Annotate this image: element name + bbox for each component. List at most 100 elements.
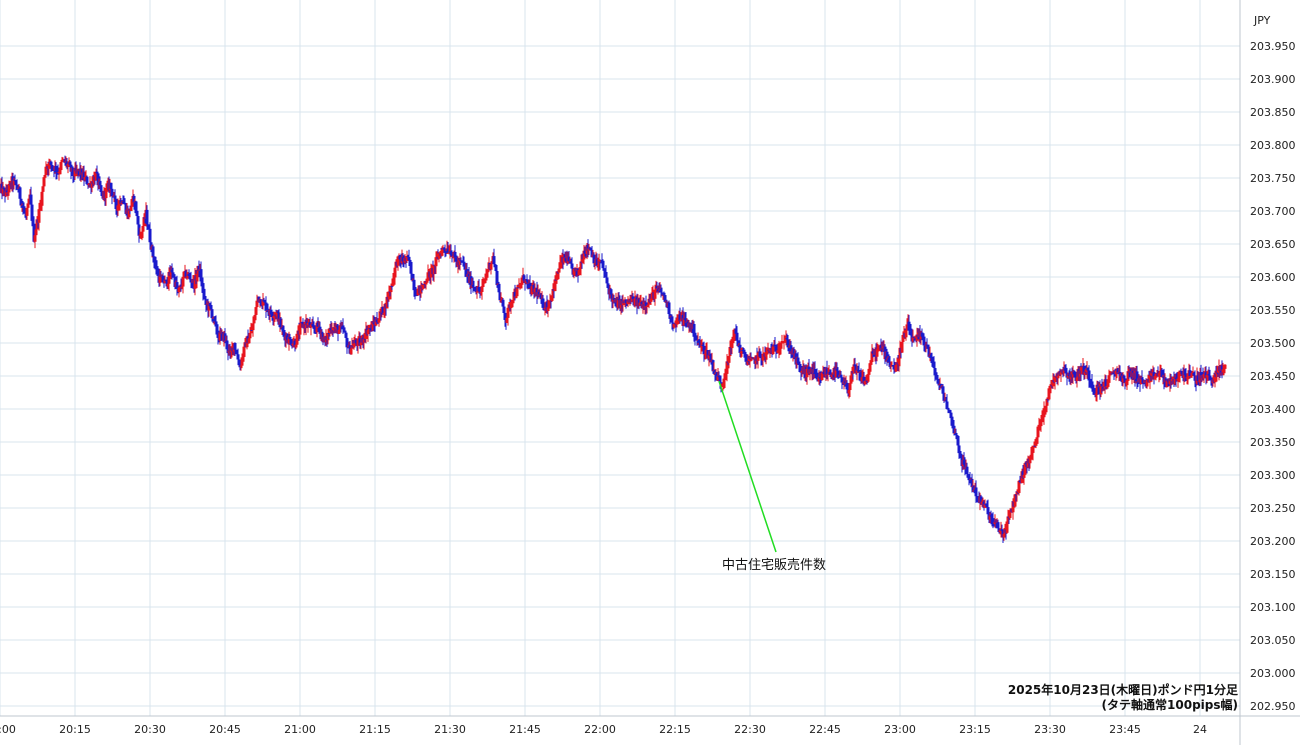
candle [413, 283, 417, 300]
x-tick-label: 21:00 [284, 723, 316, 736]
candle-body [887, 357, 891, 363]
candle-body [326, 332, 330, 341]
candle-body [497, 283, 501, 293]
candle [650, 287, 654, 300]
candle-body [597, 261, 601, 266]
candle-body [63, 159, 67, 163]
candle-body [997, 528, 1001, 532]
candle [1087, 365, 1091, 388]
candle-body [797, 363, 801, 365]
candle-body [814, 373, 818, 376]
candle [182, 275, 186, 284]
candle [1135, 365, 1139, 389]
candle-body [587, 248, 591, 251]
candle [1056, 374, 1060, 386]
candle-body [694, 338, 698, 340]
candle-body [372, 322, 376, 325]
candle [936, 375, 940, 386]
candle-body [29, 194, 33, 205]
candle [546, 299, 550, 318]
candle [735, 326, 739, 343]
candle-body [907, 321, 911, 331]
candle [270, 310, 274, 321]
candle [825, 360, 829, 380]
candle [905, 318, 909, 337]
candle [316, 317, 320, 332]
candle [789, 340, 793, 359]
candle [655, 281, 659, 293]
candle-body [276, 311, 280, 313]
candle-body [679, 319, 683, 321]
candle [530, 282, 534, 296]
candle-body [582, 250, 586, 260]
candle-body [345, 337, 349, 348]
candle [65, 157, 69, 170]
candle-body [257, 296, 261, 302]
candle-body [1056, 376, 1060, 378]
x-tick-label: 23:30 [1034, 723, 1066, 736]
candle-body [600, 259, 604, 264]
candle-body [888, 362, 892, 367]
candle-body [458, 260, 462, 265]
candle [758, 348, 762, 359]
candle [1220, 360, 1224, 379]
candle-body [117, 205, 121, 207]
candle-body [1126, 371, 1130, 381]
candle-body [415, 295, 419, 297]
candle-body [5, 190, 9, 193]
candle-body [1174, 377, 1178, 380]
candle [820, 371, 824, 381]
candle-body [555, 271, 559, 280]
y-tick-label: 203.900 [1250, 73, 1296, 86]
candle [213, 315, 217, 327]
candle [699, 339, 703, 355]
candle-body [177, 287, 181, 293]
candle [312, 321, 316, 334]
candle-body [1075, 377, 1079, 381]
candle-body [783, 341, 787, 343]
candle [272, 311, 276, 326]
candle-body [374, 319, 378, 326]
candle-body [398, 255, 402, 260]
candle-body [426, 272, 430, 281]
candle [63, 155, 67, 166]
candle-body [1013, 494, 1017, 507]
candle-body [294, 344, 298, 348]
candle [5, 184, 9, 196]
candle [285, 333, 289, 342]
candle [946, 405, 950, 414]
candle-body [440, 249, 444, 256]
candle-body [765, 350, 769, 353]
candle-body [1039, 421, 1043, 425]
candle [954, 428, 958, 440]
candle [739, 347, 743, 359]
candle-body [377, 318, 381, 323]
candle [911, 329, 915, 343]
candle-body [653, 289, 657, 299]
candle-body [684, 319, 688, 323]
candle-body [525, 279, 529, 282]
candle-body [730, 339, 734, 349]
candle-body [264, 302, 268, 311]
candle-body [1067, 374, 1071, 376]
candle-body [401, 257, 405, 262]
candle-body [1114, 370, 1118, 375]
candle [993, 514, 997, 528]
candle-body [909, 331, 913, 336]
candle-body [927, 348, 931, 357]
candle-body [1158, 372, 1162, 374]
candle [306, 318, 310, 333]
candle-body [848, 383, 852, 391]
candle-body [1186, 373, 1190, 378]
candle [158, 269, 162, 287]
candle [1107, 369, 1111, 387]
candle [1043, 406, 1047, 416]
candle-body [724, 373, 728, 375]
candle [692, 321, 696, 342]
candle [47, 158, 51, 176]
candle [915, 327, 919, 347]
x-tick-label: 23:15 [959, 723, 991, 736]
candle-body [502, 306, 506, 313]
candle-body [155, 266, 159, 275]
